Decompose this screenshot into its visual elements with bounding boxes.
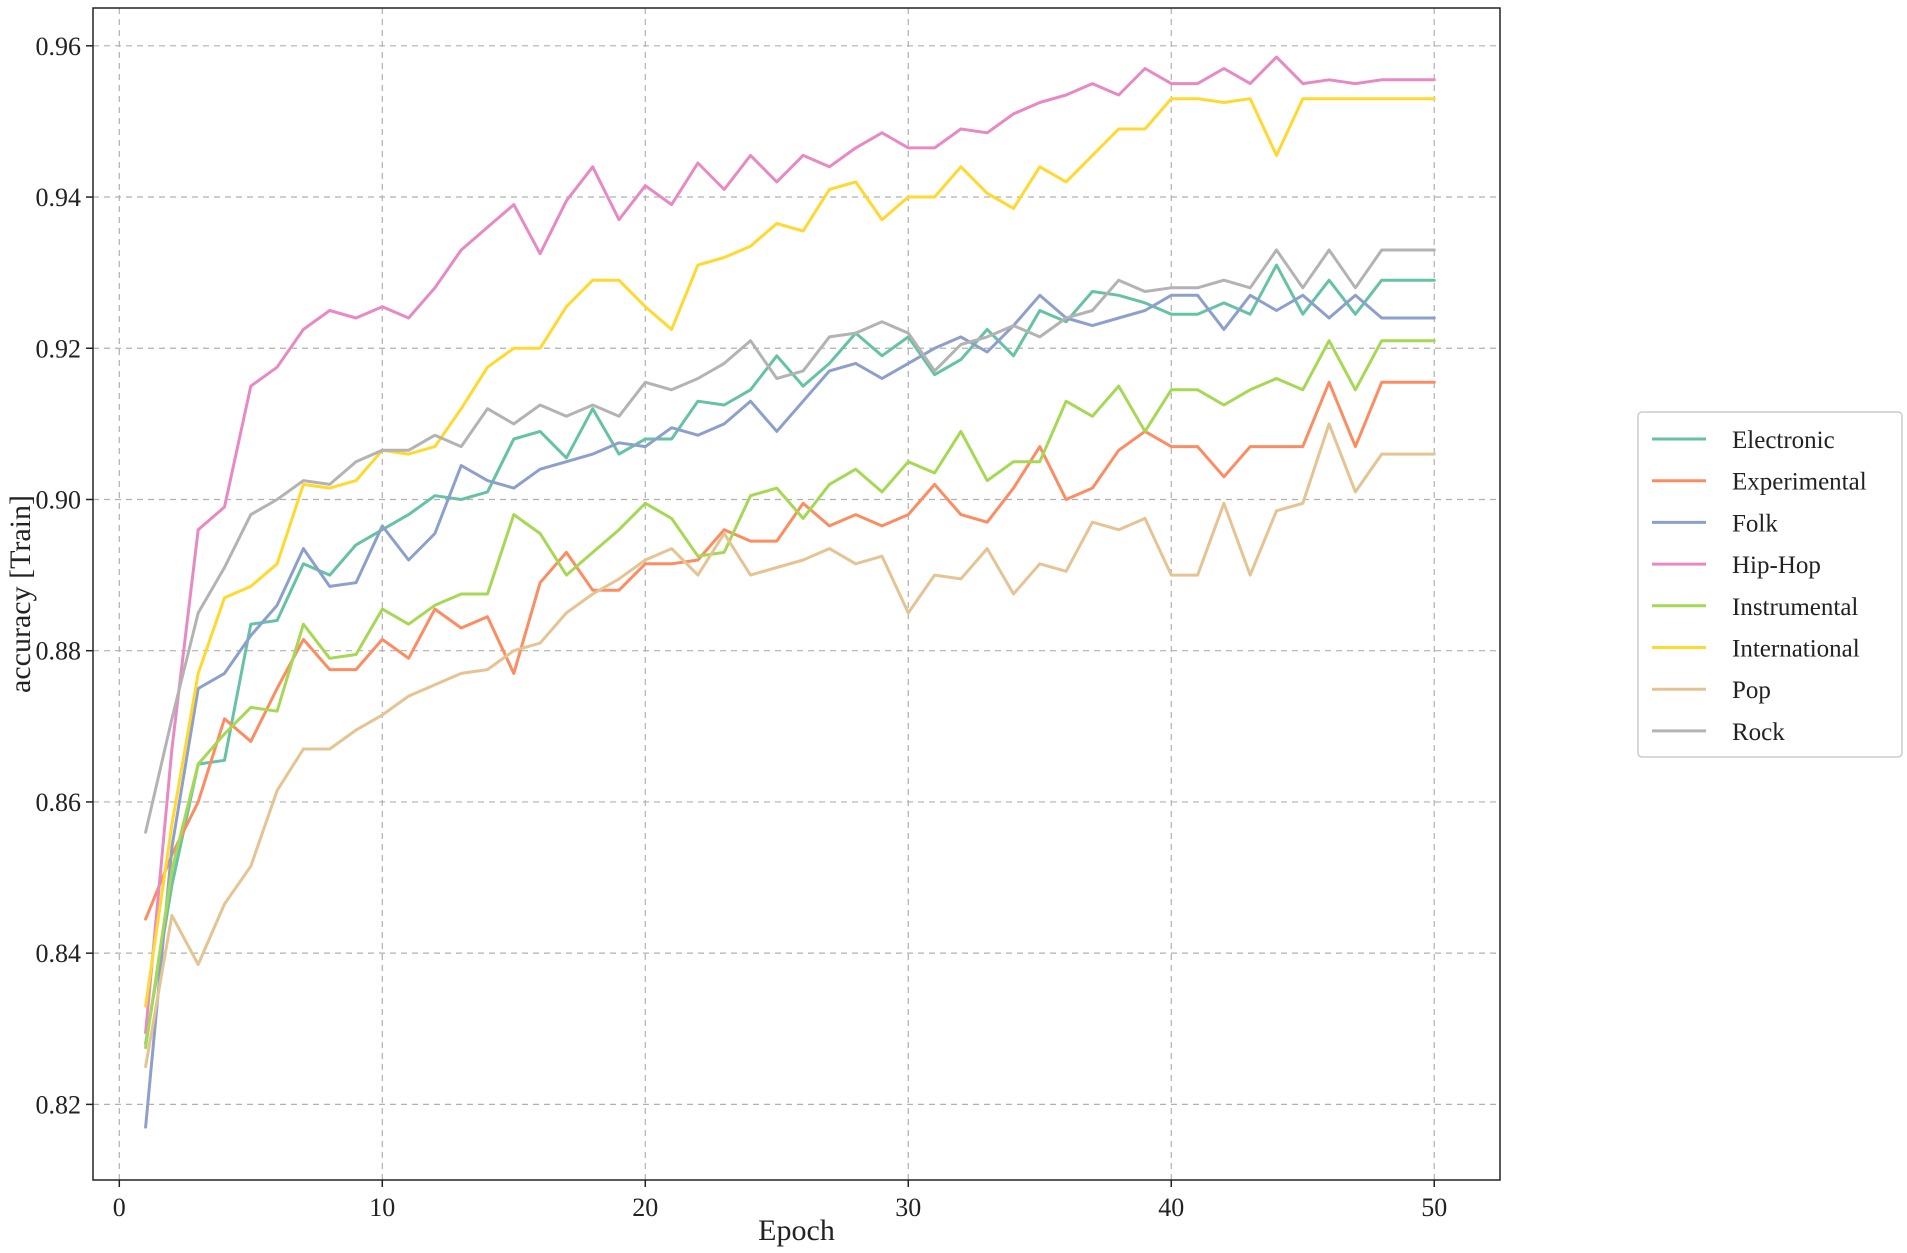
series-line-folk <box>144 293 1436 1129</box>
legend-label-international: International <box>1732 636 1860 663</box>
y-axis-ticks: 0.82 0.84 0.86 0.88 0.90 0.92 0.94 0.96 <box>36 32 93 1119</box>
x-tick-label-5: 50 <box>1421 1193 1447 1222</box>
legend: Electronic Experimental Folk Hip-Hop Instrum… <box>1637 411 1903 758</box>
y-tick-label-5: 0.92 <box>36 334 82 363</box>
x-axis-label: Epoch <box>758 1214 835 1247</box>
y-tick-label-2: 0.86 <box>36 788 82 817</box>
legend-label-experimental: Experimental <box>1732 469 1867 496</box>
y-tick-label-6: 0.94 <box>36 183 82 212</box>
legend-label-folk: Folk <box>1732 510 1778 537</box>
series-line-experimental <box>144 380 1436 921</box>
series-line-pop <box>144 422 1436 1069</box>
x-tick-label-0: 0 <box>113 1193 126 1222</box>
grid <box>93 8 1500 1180</box>
y-tick-label-3: 0.88 <box>36 637 82 666</box>
legend-label-electronic: Electronic <box>1732 427 1835 454</box>
y-tick-label-7: 0.96 <box>36 32 82 61</box>
x-tick-label-4: 40 <box>1158 1193 1184 1222</box>
legend-label-hip-hop: Hip-Hop <box>1732 552 1821 579</box>
legend-box <box>1637 411 1903 758</box>
series-line-instrumental <box>144 339 1436 1050</box>
series-line-rock <box>144 248 1436 834</box>
y-tick-label-1: 0.84 <box>36 939 82 968</box>
legend-label-pop: Pop <box>1732 677 1771 704</box>
legend-label-rock: Rock <box>1732 719 1785 746</box>
y-tick-label-0: 0.82 <box>36 1090 82 1119</box>
series-line-international <box>144 97 1436 1008</box>
x-tick-label-1: 10 <box>369 1193 395 1222</box>
legend-label-instrumental: Instrumental <box>1732 594 1858 621</box>
series-lines <box>144 55 1436 1129</box>
series-line-hip-hop <box>144 55 1436 1035</box>
plot-frame <box>92 7 1501 1181</box>
series-line-electronic <box>144 263 1436 1046</box>
x-tick-label-2: 20 <box>632 1193 658 1222</box>
x-axis-ticks: 0 10 20 30 40 50 <box>113 1180 1447 1222</box>
y-tick-label-4: 0.90 <box>36 485 82 514</box>
y-axis-label: accuracy [Train] <box>4 495 37 693</box>
x-tick-label-3: 30 <box>895 1193 921 1222</box>
